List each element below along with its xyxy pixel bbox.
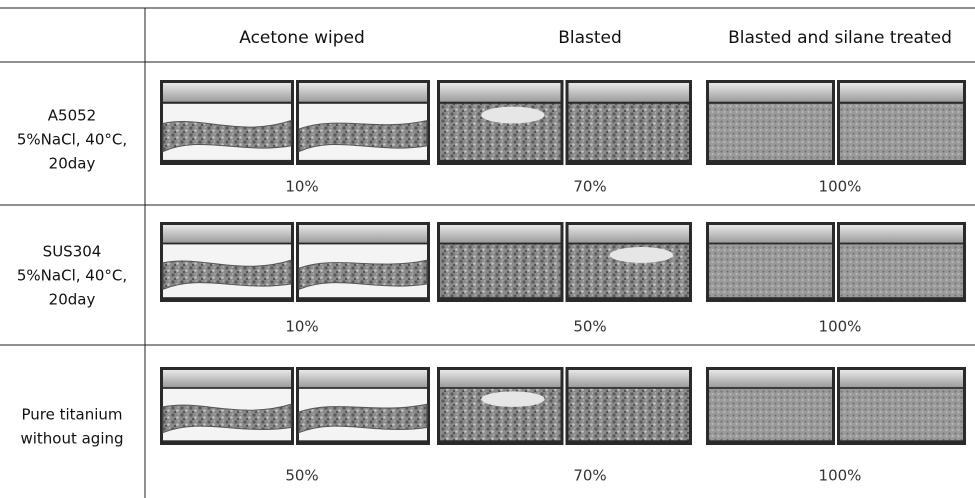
specimen-top (840, 225, 963, 243)
row-label: 20day (49, 155, 96, 173)
table-figure: Acetone wiped Blasted Blasted and silane t… (0, 0, 975, 498)
row-label: 5%NaCl, 40°C, (17, 131, 127, 149)
specimen-patch (481, 107, 544, 124)
specimen-top (440, 83, 561, 102)
specimen-photo (706, 367, 966, 445)
row-label: without aging (20, 430, 123, 448)
specimen-top (163, 370, 291, 387)
row-label: 5%NaCl, 40°C, (17, 267, 127, 285)
specimen-bond (709, 389, 832, 440)
specimen-top (163, 225, 291, 243)
row-label: 20day (49, 291, 96, 309)
specimen-top (569, 83, 690, 102)
specimen-photo (160, 80, 430, 165)
percentage: 100% (819, 318, 862, 336)
specimen-top (299, 370, 427, 387)
specimen-patch (481, 391, 544, 406)
specimen-photo (160, 222, 430, 302)
row-label: A5052 (48, 107, 96, 125)
specimen-bond (709, 104, 832, 160)
specimen-top (569, 225, 690, 243)
specimen-bond (840, 389, 963, 440)
percentage: 10% (285, 318, 318, 336)
percentage: 10% (285, 178, 318, 196)
specimen-bond (709, 244, 832, 297)
column-header: Acetone wiped (239, 28, 365, 48)
specimen-patch (610, 247, 673, 263)
specimen-photo (706, 222, 966, 302)
percentage: 50% (573, 318, 606, 336)
specimen-top (163, 83, 291, 102)
specimen-bond (569, 389, 690, 440)
specimen-bond (840, 104, 963, 160)
row-label: Pure titanium (21, 406, 122, 424)
specimen-bond (840, 244, 963, 297)
column-header: Blasted and silane treated (728, 28, 952, 48)
specimen-top (440, 225, 561, 243)
specimen-top (709, 83, 832, 102)
percentage: 100% (819, 178, 862, 196)
percentage: 50% (285, 467, 318, 485)
specimen-top (440, 370, 561, 387)
specimen-photo (437, 367, 692, 445)
row-label: SUS304 (43, 243, 102, 261)
specimen-photo (706, 80, 966, 165)
column-header: Blasted (558, 28, 622, 48)
specimen-bond (569, 104, 690, 160)
specimen-top (709, 370, 832, 387)
percentage: 70% (573, 467, 606, 485)
specimen-photo (437, 80, 692, 165)
specimen-top (709, 225, 832, 243)
specimen-top (840, 83, 963, 102)
percentage: 70% (573, 178, 606, 196)
specimen-top (299, 83, 427, 102)
specimen-top (299, 225, 427, 243)
specimen-photo (437, 222, 692, 302)
specimen-photo (160, 367, 430, 445)
percentage: 100% (819, 467, 862, 485)
specimen-top (840, 370, 963, 387)
specimen-bond (440, 244, 561, 297)
specimen-top (569, 370, 690, 387)
